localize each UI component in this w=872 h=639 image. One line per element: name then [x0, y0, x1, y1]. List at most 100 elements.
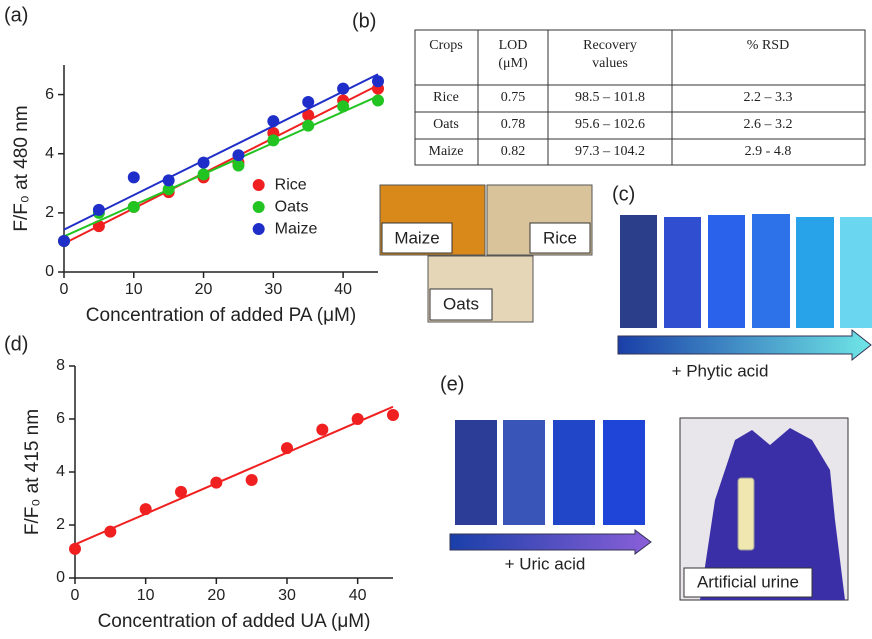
strip	[840, 217, 872, 328]
table	[414, 29, 866, 166]
strip	[708, 215, 745, 328]
table-cell: 2.9 - 4.8	[745, 144, 792, 159]
data-point	[372, 94, 384, 107]
photo-label: Oats	[443, 294, 479, 313]
data-point	[316, 423, 329, 436]
data-point	[197, 168, 210, 181]
label-box	[529, 222, 591, 254]
strip	[752, 214, 790, 328]
table-header: Crops	[429, 38, 462, 53]
label-box	[381, 222, 453, 254]
data-point	[162, 183, 175, 196]
y-tick-label: 0	[45, 263, 54, 280]
x-axis-label: Concentration of added PA (μM)	[86, 305, 356, 326]
y-tick-label: 0	[56, 569, 65, 586]
y-tick-label: 2	[56, 516, 65, 533]
y-axis-label: F/F₀ at 480 nm	[11, 105, 32, 231]
data-point	[387, 409, 399, 422]
data-point	[281, 442, 293, 455]
data-point	[267, 134, 280, 147]
data-point	[175, 485, 187, 498]
y-tick-label: 6	[45, 86, 54, 103]
strip	[553, 420, 595, 525]
y-axis-label: F/F₀ at 415 nm	[22, 409, 43, 535]
vial	[737, 477, 755, 551]
strip	[796, 217, 834, 328]
data-point	[92, 203, 105, 216]
legend-marker	[252, 223, 265, 236]
label-box	[429, 288, 493, 321]
data-point	[162, 174, 175, 187]
legend-marker	[252, 179, 265, 192]
trend-line	[63, 84, 379, 245]
trend-line	[63, 95, 379, 238]
legend-label: Rice	[275, 176, 307, 193]
table-cell: 98.5 – 101.8	[575, 90, 645, 105]
x-tick-label: 10	[137, 587, 155, 604]
data-point	[232, 159, 245, 172]
photo-label: Rice	[543, 228, 577, 247]
trend-line	[63, 73, 379, 231]
data-point	[210, 476, 223, 489]
table-cell: 0.82	[501, 144, 526, 159]
x-tick-label: 40	[349, 587, 367, 604]
data-point	[58, 234, 70, 247]
table-header: values	[592, 56, 628, 71]
data-point	[127, 200, 140, 213]
legend-label: Maize	[275, 220, 318, 237]
table-cell: 0.78	[501, 117, 526, 132]
trend-line	[74, 405, 394, 546]
data-point	[372, 75, 384, 88]
data-point	[104, 525, 117, 538]
strip	[664, 217, 701, 328]
x-tick-label: 30	[278, 587, 296, 604]
arrow	[449, 529, 652, 555]
panel-label: (a)	[4, 4, 28, 26]
panel-label: (d)	[4, 333, 28, 355]
data-point	[245, 473, 258, 486]
table-cell: 95.6 – 102.6	[575, 117, 645, 132]
x-tick-label: 40	[334, 281, 352, 298]
label-box	[683, 567, 813, 598]
panel-label: (e)	[440, 373, 464, 395]
table-header: LOD	[499, 38, 528, 53]
table-cell: 2.6 – 3.2	[744, 117, 793, 132]
photo-label: Maize	[394, 228, 439, 247]
data-point	[267, 115, 280, 128]
strip	[455, 420, 497, 525]
table-header: % RSD	[747, 38, 789, 53]
x-axis-label: Concentration of added UA (μM)	[98, 611, 371, 632]
data-point	[232, 149, 245, 162]
legend-marker	[252, 201, 265, 214]
data-point	[351, 413, 364, 425]
strip	[603, 420, 645, 525]
y-tick-label: 4	[56, 463, 65, 480]
arrow	[617, 328, 872, 362]
strip	[503, 420, 545, 525]
x-tick-label: 0	[60, 281, 69, 298]
data-point	[302, 109, 315, 122]
panel-label: (c)	[612, 183, 635, 205]
photo-label: Artificial urine	[697, 572, 799, 591]
arrow-label: + Phytic acid	[672, 361, 769, 380]
table-header: (μM)	[498, 56, 528, 71]
y-tick-label: 2	[45, 204, 54, 221]
glove	[700, 428, 845, 600]
x-tick-label: 20	[195, 281, 213, 298]
arrow-label: + Uric acid	[505, 554, 586, 573]
data-point	[302, 119, 315, 132]
y-tick-label: 4	[45, 145, 54, 162]
x-tick-label: 0	[71, 587, 80, 604]
panel-label: (b)	[352, 10, 376, 32]
table-cell: Rice	[433, 90, 459, 105]
data-point	[337, 100, 350, 113]
table-cell: Maize	[429, 144, 464, 159]
data-point	[302, 95, 315, 108]
y-tick-label: 6	[56, 410, 65, 427]
data-point	[337, 82, 350, 95]
x-tick-label: 10	[125, 281, 143, 298]
x-tick-label: 20	[207, 587, 225, 604]
y-tick-label: 8	[56, 357, 65, 374]
data-point	[197, 156, 210, 169]
